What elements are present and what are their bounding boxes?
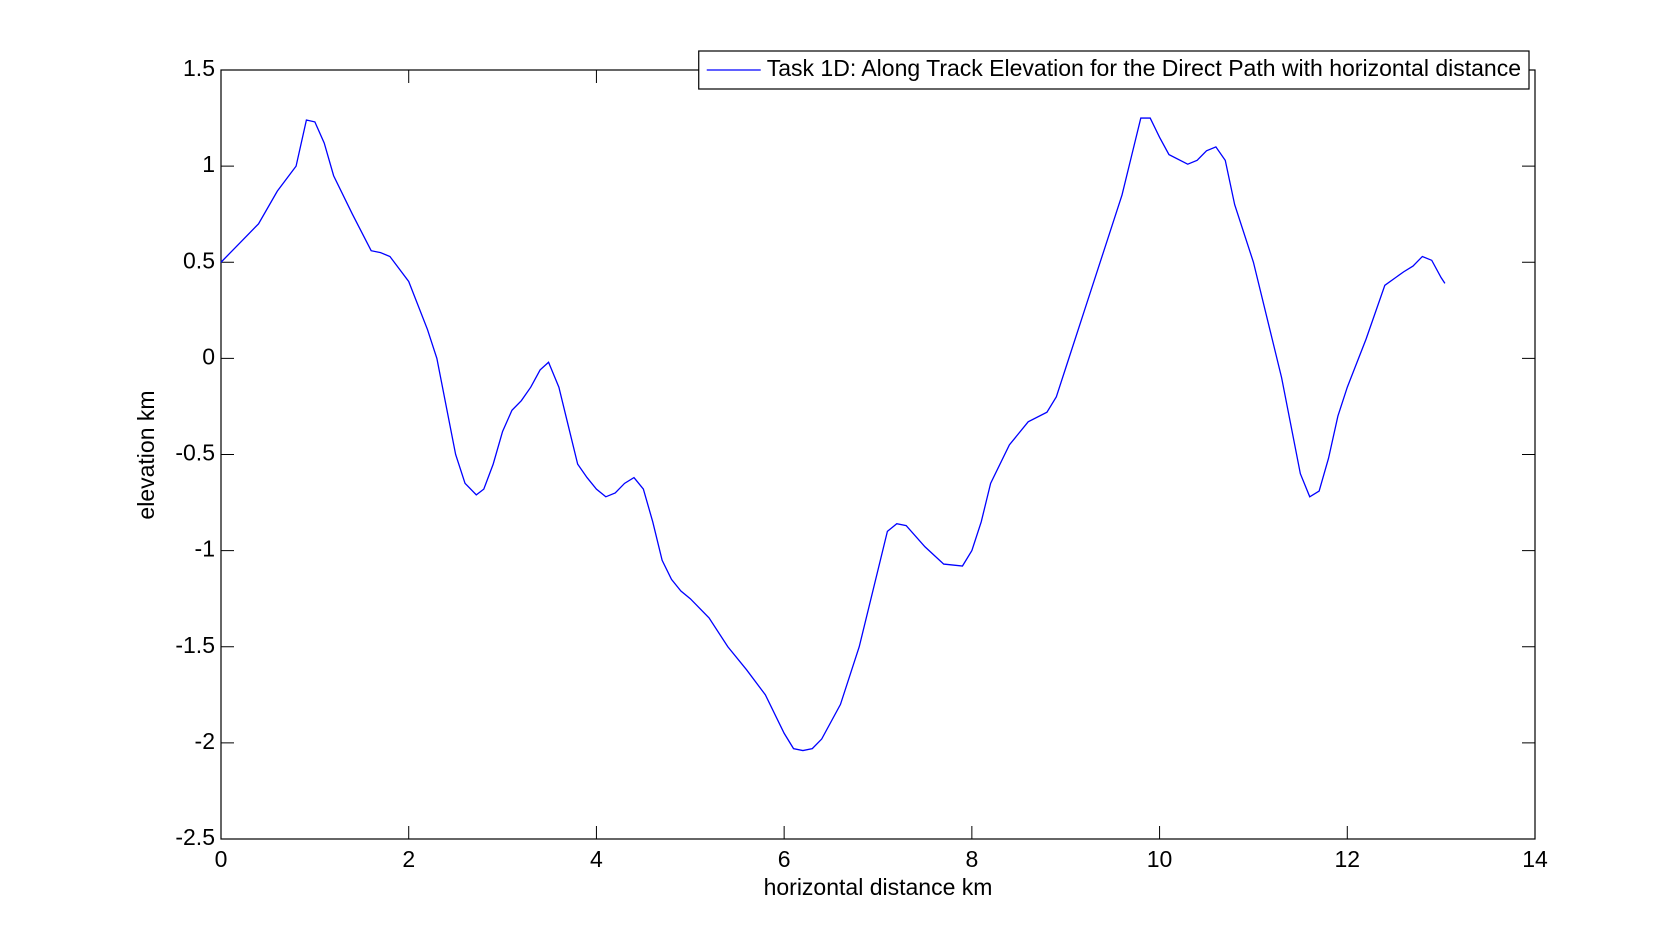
y-tick-label: -1.5 [175,632,215,658]
y-tick-label: -2.5 [175,824,215,850]
y-axis-label: elevation km [133,390,159,519]
x-axis-label: horizontal distance km [764,874,993,900]
x-tick-label: 6 [778,846,791,872]
x-tick-label: 2 [402,846,415,872]
legend-label: Task 1D: Along Track Elevation for the D… [767,55,1521,81]
x-tick-label: 14 [1522,846,1548,872]
axes-box [220,69,1536,840]
x-tick-label: 0 [215,846,228,872]
x-tick-label: 12 [1334,846,1360,872]
y-tick-label: 0.5 [183,247,215,273]
y-tick-label: 0 [202,343,215,369]
y-tick-label: -2 [195,728,215,754]
y-tick-label: -1 [195,536,215,562]
legend-box [698,50,1530,90]
x-tick-label: 10 [1147,846,1173,872]
x-tick-label: 4 [590,846,603,872]
legend: Task 1D: Along Track Elevation for the D… [698,50,1530,90]
x-tick-label: 8 [965,846,978,872]
data-line [220,117,1446,752]
y-tick-label: 1 [202,151,215,177]
y-tick-label: -0.5 [175,440,215,466]
y-tick-label: 1.5 [183,55,215,81]
